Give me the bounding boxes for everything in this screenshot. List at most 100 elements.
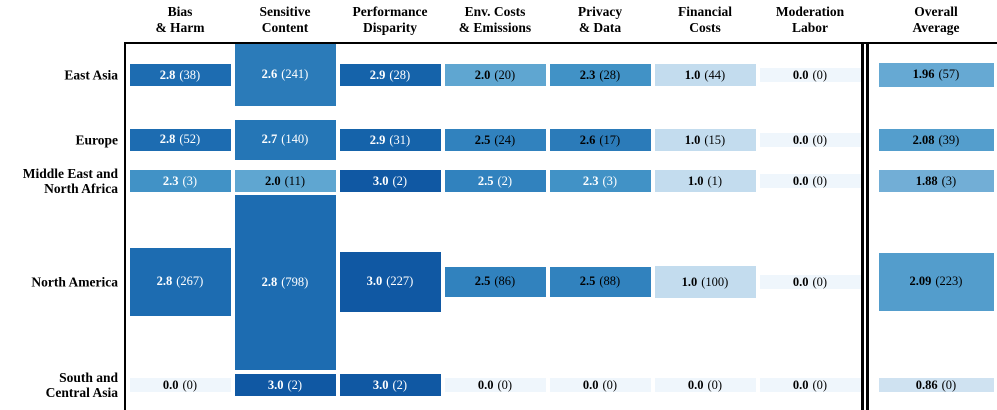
row-label-line: South and bbox=[59, 370, 118, 385]
cell-count: (267) bbox=[176, 274, 204, 289]
heatmap-cell: 3.0 (2) bbox=[339, 170, 441, 192]
cell-score: 0.0 bbox=[477, 377, 494, 392]
cell-score: 1.88 bbox=[915, 173, 938, 188]
cell-score: 0.0 bbox=[792, 274, 809, 289]
cell-count: (3) bbox=[602, 173, 618, 188]
heatmap-cell: 0.0 (0) bbox=[549, 377, 651, 392]
cell-count: (88) bbox=[599, 274, 621, 289]
cell-count: (0) bbox=[941, 377, 957, 392]
column-header-env-costs-emissions: Env. Costs & Emissions bbox=[425, 4, 565, 36]
cell-count: (2) bbox=[287, 377, 303, 392]
cell-count: (2) bbox=[392, 173, 408, 188]
cell-score: 1.0 bbox=[687, 173, 704, 188]
cell-count: (223) bbox=[935, 274, 963, 289]
cell-score: 0.0 bbox=[792, 377, 809, 392]
cell-count: (0) bbox=[812, 377, 828, 392]
column-header-line: Labor bbox=[791, 20, 828, 35]
column-header-line: Financial bbox=[677, 4, 732, 19]
row-label-line: Central Asia bbox=[45, 385, 118, 400]
cell-score: 2.9 bbox=[369, 67, 386, 82]
cell-count: (0) bbox=[812, 132, 828, 147]
row-label: North America bbox=[0, 275, 118, 290]
cell-count: (241) bbox=[281, 67, 309, 82]
row-label: East Asia bbox=[0, 68, 118, 83]
heatmap-cell-overall: 0.86 (0) bbox=[878, 377, 994, 392]
heatmap-cell: 2.3 (28) bbox=[549, 64, 651, 86]
row-label-line: North America bbox=[31, 274, 118, 290]
heatmap-cell: 3.0 (2) bbox=[234, 374, 336, 396]
heatmap-cell: 0.0 (0) bbox=[654, 378, 756, 392]
overall-separator-line-1 bbox=[861, 44, 864, 410]
heatmap-cell: 3.0 (227) bbox=[339, 252, 441, 312]
column-header-line: Content bbox=[261, 20, 309, 35]
heatmap-cell: 2.3 (3) bbox=[129, 170, 231, 192]
cell-score: 2.7 bbox=[261, 132, 278, 147]
column-header-line: Average bbox=[912, 20, 960, 35]
cell-score: 2.8 bbox=[261, 274, 278, 289]
column-header-line: & Emissions bbox=[458, 20, 532, 35]
column-header-line: Moderation bbox=[775, 4, 845, 19]
cell-score: 3.0 bbox=[372, 173, 389, 188]
column-header-financial-costs: Financial Costs bbox=[635, 4, 775, 36]
heatmap-cell: 2.8 (798) bbox=[234, 194, 336, 370]
heatmap-cell: 1.0 (1) bbox=[654, 170, 756, 192]
heatmap-cell: 0.0 (0) bbox=[759, 68, 861, 82]
heatmap-cell: 2.5 (86) bbox=[444, 267, 546, 297]
cell-count: (15) bbox=[704, 132, 726, 147]
cell-score: 2.5 bbox=[474, 132, 491, 147]
heatmap-cell-overall: 1.88 (3) bbox=[878, 170, 994, 192]
header-underline bbox=[125, 42, 997, 44]
cell-score: 3.0 bbox=[267, 377, 284, 392]
cell-score: 2.9 bbox=[369, 132, 386, 147]
column-header-line: Overall bbox=[914, 4, 958, 19]
y-axis-line bbox=[124, 42, 126, 410]
cell-score: 0.0 bbox=[582, 377, 599, 392]
cell-score: 2.0 bbox=[474, 67, 491, 82]
cell-count: (38) bbox=[179, 67, 201, 82]
column-header-line: Bias bbox=[167, 4, 193, 19]
cell-score: 2.8 bbox=[159, 132, 176, 147]
heatmap-cell: 3.0 (2) bbox=[339, 374, 441, 396]
cell-count: (1) bbox=[707, 173, 723, 188]
heatmap-cell: 0.0 (0) bbox=[759, 274, 861, 289]
heatmap-cell-overall: 2.08 (39) bbox=[878, 129, 994, 151]
heatmap-cell: 2.9 (28) bbox=[339, 64, 441, 86]
column-header-moderation-labor: Moderation Labor bbox=[740, 4, 880, 36]
cell-count: (0) bbox=[602, 377, 618, 392]
heatmap-cell: 1.0 (15) bbox=[654, 129, 756, 151]
cell-count: (11) bbox=[284, 173, 305, 188]
cell-score: 2.5 bbox=[477, 173, 494, 188]
cell-count: (86) bbox=[494, 274, 516, 289]
cell-count: (57) bbox=[938, 67, 960, 82]
cell-score: 0.0 bbox=[162, 377, 179, 392]
cell-count: (20) bbox=[494, 67, 516, 82]
heatmap-cell: 2.9 (31) bbox=[339, 129, 441, 151]
cell-score: 0.86 bbox=[915, 377, 938, 392]
cell-count: (31) bbox=[389, 132, 411, 147]
column-header-line: Env. Costs bbox=[464, 4, 526, 19]
heatmap-cell: 1.0 (100) bbox=[654, 265, 756, 299]
row-label-line: North Africa bbox=[44, 181, 118, 196]
cell-count: (227) bbox=[386, 274, 414, 289]
cell-score: 2.8 bbox=[156, 274, 173, 289]
cell-score: 0.0 bbox=[792, 173, 809, 188]
column-header-line: & Harm bbox=[155, 20, 205, 35]
cell-count: (0) bbox=[497, 377, 513, 392]
heatmap-cell: 0.0 (0) bbox=[444, 377, 546, 392]
cell-count: (24) bbox=[494, 132, 516, 147]
row-label: Europe bbox=[0, 133, 118, 148]
heatmap-cell: 2.0 (11) bbox=[234, 170, 336, 192]
column-header-performance-disparity: Performance Disparity bbox=[320, 4, 460, 36]
cell-count: (28) bbox=[389, 67, 411, 82]
column-header-line: & Data bbox=[578, 20, 622, 35]
column-header-privacy-data: Privacy & Data bbox=[530, 4, 670, 36]
heatmap-cell: 2.0 (20) bbox=[444, 64, 546, 86]
cell-count: (39) bbox=[938, 132, 960, 147]
column-header-line: Disparity bbox=[363, 20, 417, 35]
heatmap-cell: 0.0 (0) bbox=[759, 173, 861, 188]
row-label-line: East Asia bbox=[64, 67, 118, 83]
row-label: South and Central Asia bbox=[0, 370, 118, 400]
heatmap-cell: 2.8 (38) bbox=[129, 64, 231, 86]
cell-score: 2.3 bbox=[582, 173, 599, 188]
